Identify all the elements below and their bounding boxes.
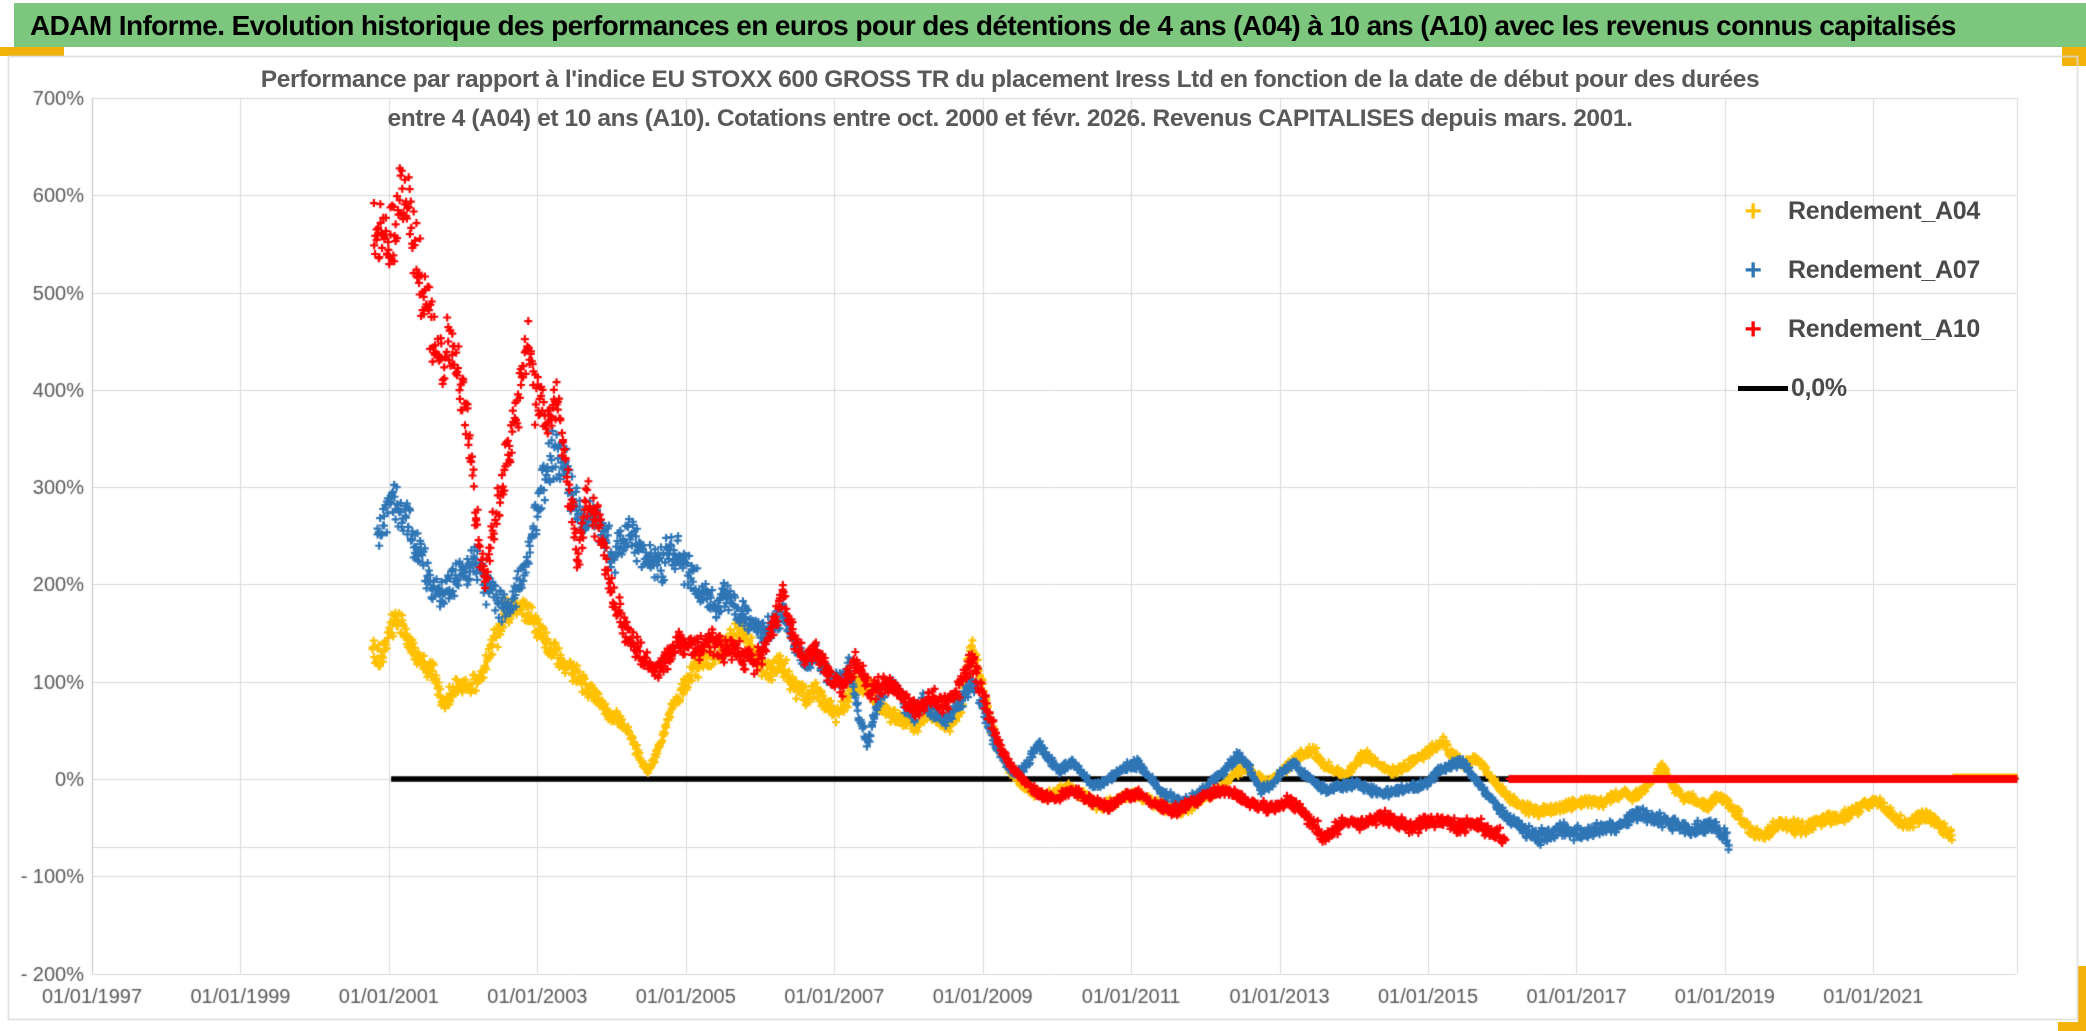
legend-item-zero-line[interactable]: 0,0% bbox=[1738, 359, 2072, 418]
plus-marker-icon: + bbox=[1744, 194, 1762, 228]
legend-item-rendement-a10[interactable]: + Rendement_A10 bbox=[1742, 300, 2072, 359]
legend-label: 0,0% bbox=[1791, 374, 1847, 402]
chart-title-line2: entre 4 (A04) et 10 ans (A10). Cotations… bbox=[387, 105, 1633, 132]
legend-item-rendement-a04[interactable]: + Rendement_A04 bbox=[1742, 182, 2072, 241]
chart-legend: + Rendement_A04 + Rendement_A07 + Rendem… bbox=[1738, 182, 2072, 418]
legend-label: Rendement_A07 bbox=[1788, 256, 1980, 284]
chart-title: Performance par rapport à l'indice EU ST… bbox=[92, 60, 1928, 138]
plus-marker-icon: + bbox=[1744, 312, 1762, 346]
chart-title-line1: Performance par rapport à l'indice EU ST… bbox=[260, 66, 1760, 93]
legend-item-rendement-a07[interactable]: + Rendement_A07 bbox=[1742, 241, 2072, 300]
legend-label: Rendement_A10 bbox=[1788, 315, 1980, 343]
black-line-swatch-icon bbox=[1738, 386, 1788, 391]
plus-marker-icon: + bbox=[1744, 253, 1762, 287]
legend-label: Rendement_A04 bbox=[1788, 197, 1980, 225]
